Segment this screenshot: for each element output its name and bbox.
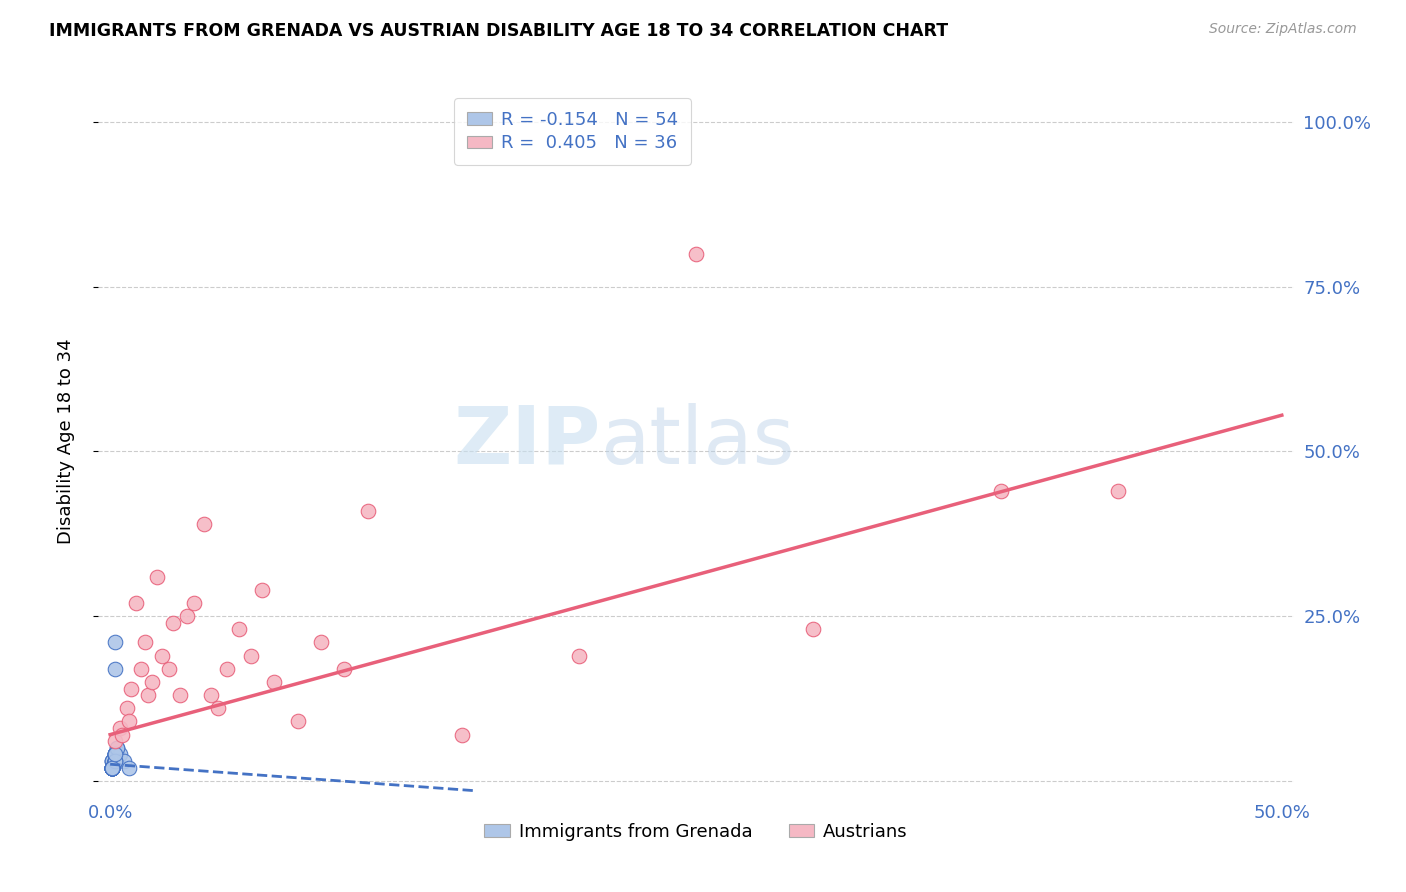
Text: Source: ZipAtlas.com: Source: ZipAtlas.com [1209, 22, 1357, 37]
Point [101, 760, 124, 774]
Point [193, 516, 215, 531]
Point [125, 596, 148, 610]
Point [157, 662, 180, 676]
Text: ZIP: ZIP [453, 402, 600, 481]
Point [146, 569, 169, 583]
Point [200, 688, 222, 702]
Point [101, 760, 124, 774]
Point [136, 688, 159, 702]
Point [101, 760, 124, 774]
Point [101, 760, 124, 774]
Point [118, 760, 141, 774]
Point [309, 635, 332, 649]
Point [101, 760, 124, 774]
Point [101, 760, 124, 774]
Point [207, 701, 229, 715]
Point [105, 740, 128, 755]
Point [101, 760, 124, 774]
Point [801, 622, 824, 636]
Point [104, 754, 127, 768]
Point [104, 734, 127, 748]
Point [101, 760, 124, 774]
Point [252, 582, 274, 597]
Point [104, 747, 127, 762]
Point [104, 635, 127, 649]
Text: atlas: atlas [600, 402, 794, 481]
Point [101, 760, 124, 774]
Point [228, 622, 250, 636]
Point [104, 747, 127, 762]
Point [115, 701, 138, 715]
Point [685, 247, 707, 261]
Point [104, 754, 127, 768]
Point [357, 504, 380, 518]
Point [141, 674, 163, 689]
Point [450, 728, 472, 742]
Point [134, 635, 156, 649]
Point [108, 747, 131, 762]
Point [112, 754, 135, 768]
Point [101, 760, 124, 774]
Point [101, 760, 124, 774]
Point [101, 760, 124, 774]
Point [101, 760, 124, 774]
Point [104, 754, 127, 768]
Point [101, 760, 124, 774]
Point [104, 754, 127, 768]
Point [104, 754, 127, 768]
Point [104, 754, 127, 768]
Point [105, 740, 128, 755]
Point [169, 688, 191, 702]
Point [120, 681, 142, 696]
Y-axis label: Disability Age 18 to 34: Disability Age 18 to 34 [56, 339, 75, 544]
Point [101, 760, 124, 774]
Point [287, 714, 309, 729]
Point [104, 747, 127, 762]
Point [101, 760, 124, 774]
Point [217, 662, 239, 676]
Point [239, 648, 262, 663]
Point [101, 760, 124, 774]
Point [104, 754, 127, 768]
Text: IMMIGRANTS FROM GRENADA VS AUSTRIAN DISABILITY AGE 18 TO 34 CORRELATION CHART: IMMIGRANTS FROM GRENADA VS AUSTRIAN DISA… [49, 22, 948, 40]
Point [101, 760, 124, 774]
Point [990, 483, 1012, 498]
Point [183, 596, 205, 610]
Point [176, 609, 198, 624]
Point [101, 760, 124, 774]
Point [104, 754, 127, 768]
Point [101, 760, 124, 774]
Point [118, 714, 141, 729]
Point [150, 648, 173, 663]
Point [263, 674, 285, 689]
Point [101, 754, 124, 768]
Point [104, 754, 127, 768]
Point [101, 754, 124, 768]
Point [101, 754, 124, 768]
Point [104, 747, 127, 762]
Point [105, 754, 128, 768]
Point [162, 615, 184, 630]
Point [1107, 483, 1129, 498]
Point [129, 662, 152, 676]
Point [101, 760, 124, 774]
Point [568, 648, 591, 663]
Point [111, 728, 134, 742]
Point [101, 760, 124, 774]
Point [101, 760, 124, 774]
Legend: Immigrants from Grenada, Austrians: Immigrants from Grenada, Austrians [477, 816, 915, 848]
Point [104, 754, 127, 768]
Point [108, 721, 131, 735]
Point [101, 760, 124, 774]
Point [104, 747, 127, 762]
Point [104, 747, 127, 762]
Point [105, 747, 128, 762]
Point [104, 747, 127, 762]
Point [104, 747, 127, 762]
Point [104, 662, 127, 676]
Point [333, 662, 356, 676]
